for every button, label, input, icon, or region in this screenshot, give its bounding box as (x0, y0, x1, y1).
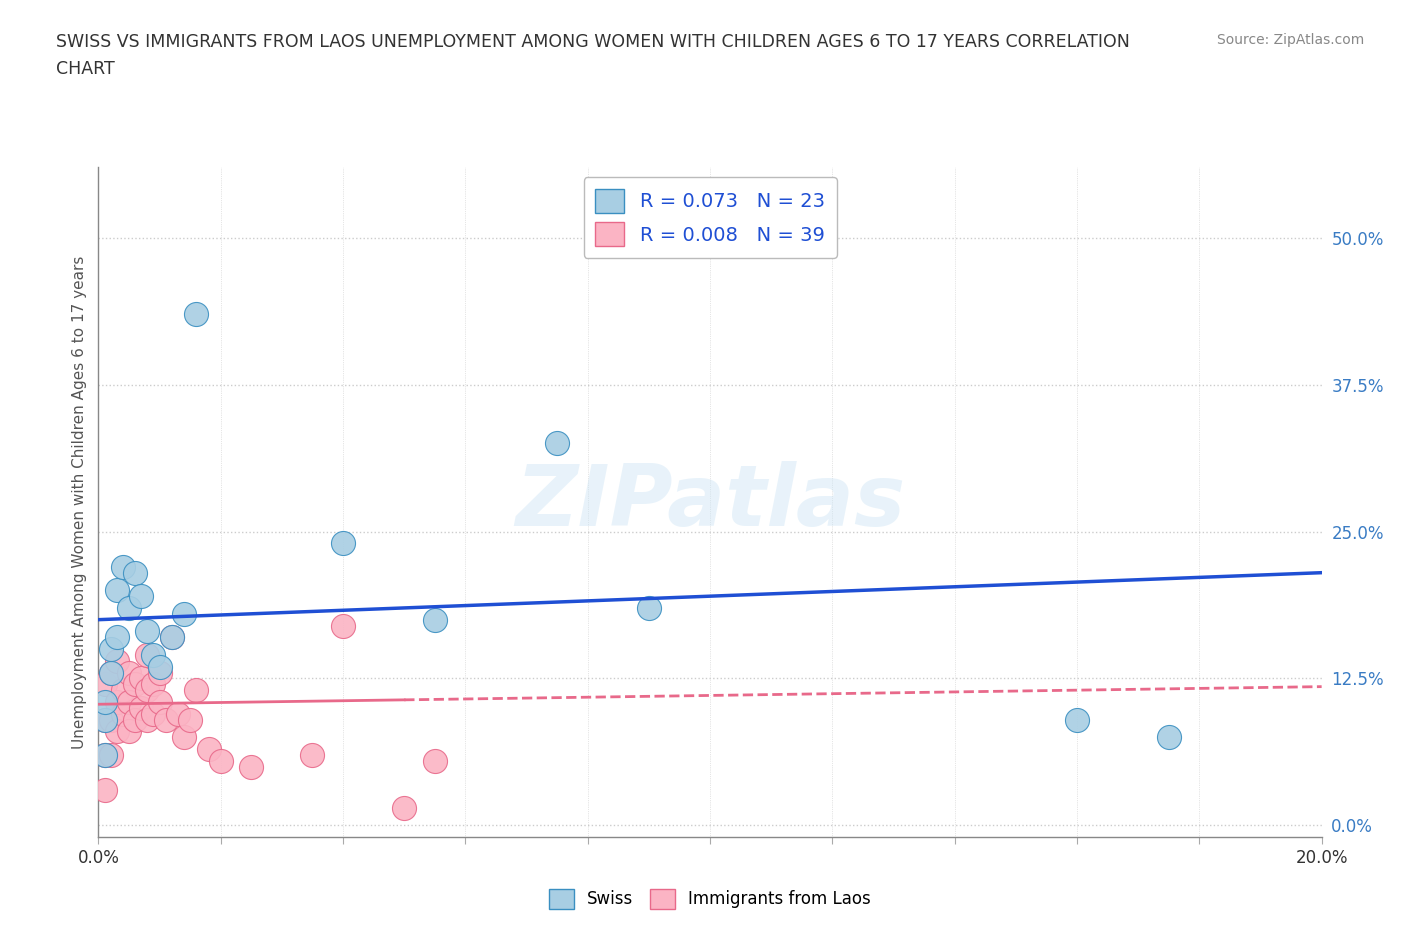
Point (546, 436, 568, 451)
Point (124, 712, 146, 727)
Point (93, 712, 115, 727)
Point (93, 695, 115, 710)
Point (142, 677, 165, 692)
Point (136, 624, 159, 639)
Point (118, 724, 141, 738)
Point (100, 665, 122, 680)
Text: SWISS VS IMMIGRANTS FROM LAOS UNEMPLOYMENT AMONG WOMEN WITH CHILDREN AGES 6 TO 1: SWISS VS IMMIGRANTS FROM LAOS UNEMPLOYME… (56, 33, 1130, 50)
Point (173, 606, 195, 621)
Point (93, 782, 115, 797)
Point (111, 683, 134, 698)
Point (93, 748, 115, 763)
Point (124, 565, 146, 580)
Point (124, 677, 146, 692)
Point (392, 800, 416, 815)
Point (423, 753, 446, 768)
Point (105, 724, 128, 738)
Point (100, 712, 122, 727)
Text: CHART: CHART (56, 60, 115, 78)
Y-axis label: Unemployment Among Women with Children Ages 6 to 17 years: Unemployment Among Women with Children A… (72, 256, 87, 749)
Text: Source: ZipAtlas.com: Source: ZipAtlas.com (1216, 33, 1364, 46)
Point (332, 618, 354, 633)
Point (105, 695, 128, 710)
Point (93, 748, 115, 763)
Point (149, 659, 172, 674)
Point (637, 601, 661, 616)
Point (240, 759, 263, 774)
Point (173, 730, 195, 745)
Point (105, 630, 128, 644)
Point (129, 671, 152, 685)
Point (209, 753, 232, 768)
Point (105, 583, 128, 598)
Point (186, 683, 208, 698)
Point (167, 706, 190, 721)
Point (136, 647, 159, 662)
Point (93, 712, 115, 727)
Point (100, 642, 122, 657)
Point (142, 647, 165, 662)
Point (136, 683, 159, 698)
Point (129, 589, 152, 604)
Point (1066, 712, 1088, 727)
Point (100, 665, 122, 680)
Point (111, 559, 134, 574)
Point (149, 695, 172, 710)
Point (100, 748, 122, 763)
Point (186, 307, 208, 322)
Point (118, 665, 141, 680)
Point (160, 630, 183, 644)
Legend: R = 0.073   N = 23, R = 0.008   N = 39: R = 0.073 N = 23, R = 0.008 N = 39 (583, 177, 837, 258)
Point (118, 695, 141, 710)
Point (179, 712, 201, 727)
Point (197, 741, 219, 756)
Point (105, 654, 128, 669)
Point (160, 630, 183, 644)
Point (142, 706, 165, 721)
Point (93, 677, 115, 692)
Point (423, 612, 446, 627)
Point (332, 536, 354, 551)
Point (155, 712, 177, 727)
Text: ZIPatlas: ZIPatlas (515, 460, 905, 544)
Point (1157, 730, 1180, 745)
Point (118, 601, 141, 616)
Point (129, 700, 152, 715)
Point (149, 665, 172, 680)
Point (301, 748, 323, 763)
Point (136, 712, 159, 727)
Point (111, 706, 134, 721)
